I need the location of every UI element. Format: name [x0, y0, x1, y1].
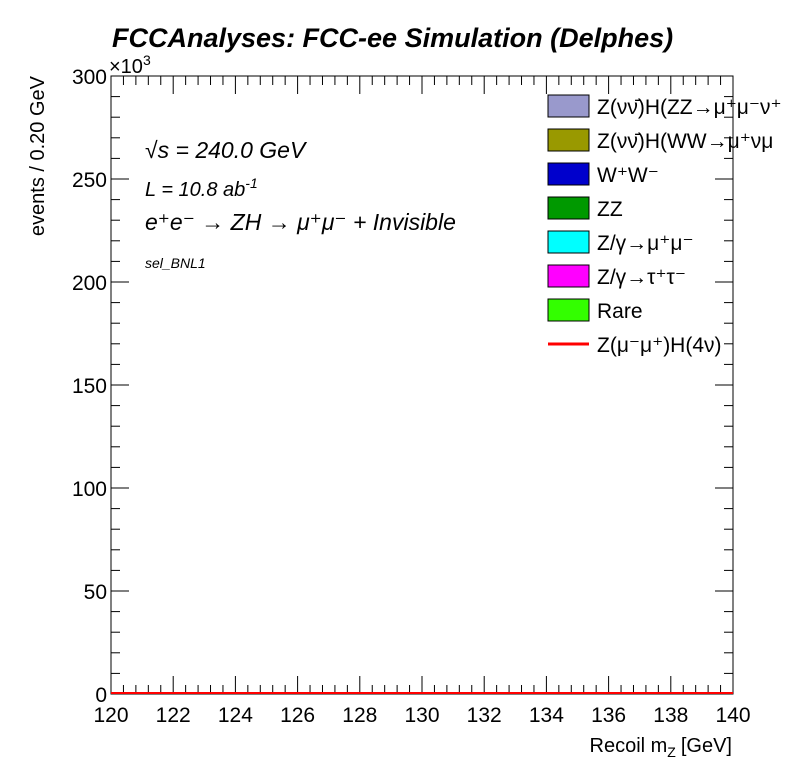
y-multiplier: ×103 [109, 52, 151, 78]
legend-swatch [547, 230, 590, 254]
x-tick-label: 126 [280, 704, 315, 727]
process-annotation: e⁺e⁻ → ZH → μ⁺μ⁻ + Invisible [145, 209, 456, 235]
y-tick-label: 50 [84, 581, 107, 604]
x-tick-label: 120 [93, 704, 128, 727]
y-multiplier-base: ×10 [109, 56, 143, 78]
legend-swatch [547, 94, 590, 118]
legend-swatch [547, 298, 590, 322]
y-multiplier-exp: 3 [143, 52, 151, 68]
luminosity-text: L = 10.8 ab [145, 179, 245, 201]
x-tick-label: 128 [342, 704, 377, 727]
legend-swatch [547, 264, 590, 288]
selection-annotation: sel_BNL1 [145, 255, 206, 271]
x-tick-label: 124 [218, 704, 253, 727]
legend-label: Z/γ→μ⁺μ⁻ [597, 232, 694, 255]
legend-label: Z(νν̄)H(WW→μ⁺νμ [597, 130, 773, 153]
y-tick-label: 200 [72, 272, 107, 295]
legend-swatch [547, 196, 590, 220]
legend-label: Rare [597, 300, 643, 323]
legend-label: Z(μ⁻μ⁺)H(4ν) [597, 334, 722, 357]
y-tick-label: 0 [95, 684, 107, 707]
legend-swatch [547, 162, 590, 186]
legend: Z(νν̄)H(ZZ→μ⁺μ⁻ν⁺ Z(νν̄)H(WW→μ⁺νμ W⁺W⁻ ZZ Z/… [547, 94, 782, 357]
x-tick-label: 136 [591, 704, 626, 727]
x-tick-label: 122 [156, 704, 191, 727]
x-tick-label: 134 [529, 704, 564, 727]
luminosity-exp: -1 [245, 175, 257, 191]
y-tick-label: 150 [72, 375, 107, 398]
x-tick-label: 130 [404, 704, 439, 727]
x-axis-tick-labels: 120 122 124 126 128 130 132 134 136 138 140 [93, 704, 750, 727]
y-axis-ticks [111, 75, 733, 695]
legend-swatch [547, 128, 590, 152]
y-axis-label: events / 0.20 GeV [27, 75, 49, 236]
x-axis-label-unit: [GeV] [681, 735, 732, 757]
luminosity-annotation: L = 10.8 ab-1 [145, 175, 258, 201]
x-axis-label-sub: Z [667, 744, 676, 760]
x-axis-label: Recoil mZ [GeV] [590, 735, 733, 760]
y-tick-label: 100 [72, 478, 107, 501]
x-axis-label-main: Recoil m [590, 735, 668, 757]
chart-title: FCCAnalyses: FCC-ee Simulation (Delphes) [112, 23, 673, 53]
legend-label: Z/γ→τ⁺τ⁻ [597, 266, 686, 289]
x-tick-label: 140 [715, 704, 750, 727]
legend-label: W⁺W⁻ [597, 164, 659, 187]
sqrt-s-annotation: √s = 240.0 GeV [145, 137, 308, 163]
x-tick-label: 132 [467, 704, 502, 727]
y-tick-label: 300 [72, 66, 107, 89]
y-tick-label: 250 [72, 169, 107, 192]
legend-label: Z(νν̄)H(ZZ→μ⁺μ⁻ν⁺ [597, 96, 782, 119]
x-tick-label: 138 [653, 704, 688, 727]
y-axis-tick-labels: 0 50 100 150 200 250 300 [72, 66, 107, 707]
legend-label: ZZ [597, 198, 623, 221]
